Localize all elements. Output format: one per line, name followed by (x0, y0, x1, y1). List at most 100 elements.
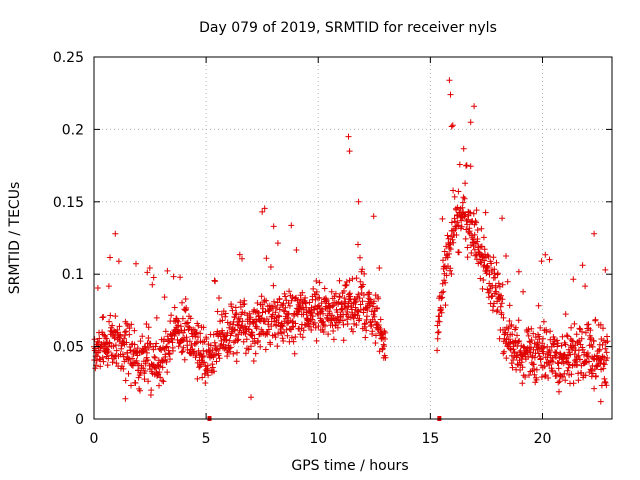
data-point (499, 215, 506, 222)
data-point (512, 339, 519, 346)
data-point (582, 329, 589, 336)
data-point (345, 313, 352, 320)
data-point (107, 312, 114, 319)
data-point (160, 378, 167, 385)
data-point (490, 254, 497, 261)
data-point (211, 277, 218, 284)
data-point (559, 333, 566, 340)
data-point (456, 161, 463, 168)
data-point (105, 348, 112, 355)
data-point (213, 358, 220, 365)
data-point (103, 335, 110, 342)
data-point (126, 331, 133, 338)
data-point (181, 356, 188, 363)
data-point (199, 374, 206, 381)
data-point (299, 289, 306, 296)
data-point (552, 349, 559, 355)
data-point (508, 360, 515, 367)
data-point (309, 316, 316, 323)
data-point (91, 336, 98, 343)
data-point (235, 336, 242, 343)
data-point (592, 316, 599, 323)
data-point (92, 365, 99, 372)
data-point (226, 337, 233, 344)
data-point (282, 304, 289, 311)
data-point (460, 145, 467, 152)
data-point (148, 387, 155, 394)
data-point (219, 317, 226, 324)
data-point (328, 288, 335, 295)
data-point (250, 319, 257, 326)
data-point (522, 374, 529, 380)
data-point (472, 252, 479, 259)
data-point (240, 338, 247, 345)
data-point (134, 345, 141, 352)
data-point (570, 380, 577, 387)
data-point (111, 328, 118, 335)
data-point (487, 285, 494, 292)
data-point (494, 270, 501, 277)
data-point (464, 221, 471, 228)
data-point (577, 356, 583, 363)
data-point (325, 300, 332, 307)
data-point (568, 324, 575, 331)
data-point (281, 290, 288, 297)
data-point (604, 355, 611, 361)
data-point (377, 316, 384, 323)
data-point (193, 339, 200, 346)
data-point (162, 353, 169, 360)
data-point (299, 334, 306, 341)
data-point (152, 343, 159, 350)
data-point (146, 265, 153, 271)
data-point (112, 230, 119, 237)
data-point (230, 321, 236, 328)
data-point (229, 307, 236, 314)
data-point (137, 338, 144, 345)
data-point (150, 346, 157, 353)
data-point (214, 346, 221, 353)
data-point (344, 316, 351, 323)
data-point (589, 370, 596, 377)
data-point (180, 344, 187, 351)
data-point (531, 366, 538, 372)
data-point (288, 222, 295, 229)
data-point (216, 355, 223, 362)
data-point (603, 349, 610, 356)
data-point (232, 304, 239, 311)
data-point (498, 311, 505, 318)
data-point (446, 77, 453, 84)
data-point (461, 195, 468, 202)
data-point (359, 266, 366, 273)
data-point (440, 288, 447, 295)
data-point (601, 375, 608, 382)
data-point (349, 275, 356, 282)
data-point (582, 372, 589, 379)
data-point (175, 318, 182, 325)
data-point (233, 310, 240, 317)
data-point (170, 347, 176, 354)
data-point (516, 338, 523, 344)
data-point (279, 335, 286, 342)
data-point (105, 355, 112, 362)
data-point (270, 282, 277, 289)
data-point (289, 318, 296, 325)
data-point (563, 332, 570, 339)
data-point (312, 296, 319, 303)
data-point (468, 250, 475, 256)
data-point (582, 283, 589, 290)
data-point (311, 306, 318, 313)
data-point (364, 313, 370, 320)
data-point (539, 340, 546, 347)
data-point (187, 315, 194, 322)
data-point (506, 302, 513, 309)
data-point (104, 362, 111, 369)
data-point (234, 337, 241, 344)
data-point (122, 377, 129, 384)
data-point (113, 347, 120, 354)
data-point (340, 321, 347, 328)
data-point (504, 278, 511, 285)
data-point (446, 250, 453, 257)
data-point (107, 254, 113, 261)
data-point (477, 275, 484, 282)
data-point (438, 295, 445, 302)
